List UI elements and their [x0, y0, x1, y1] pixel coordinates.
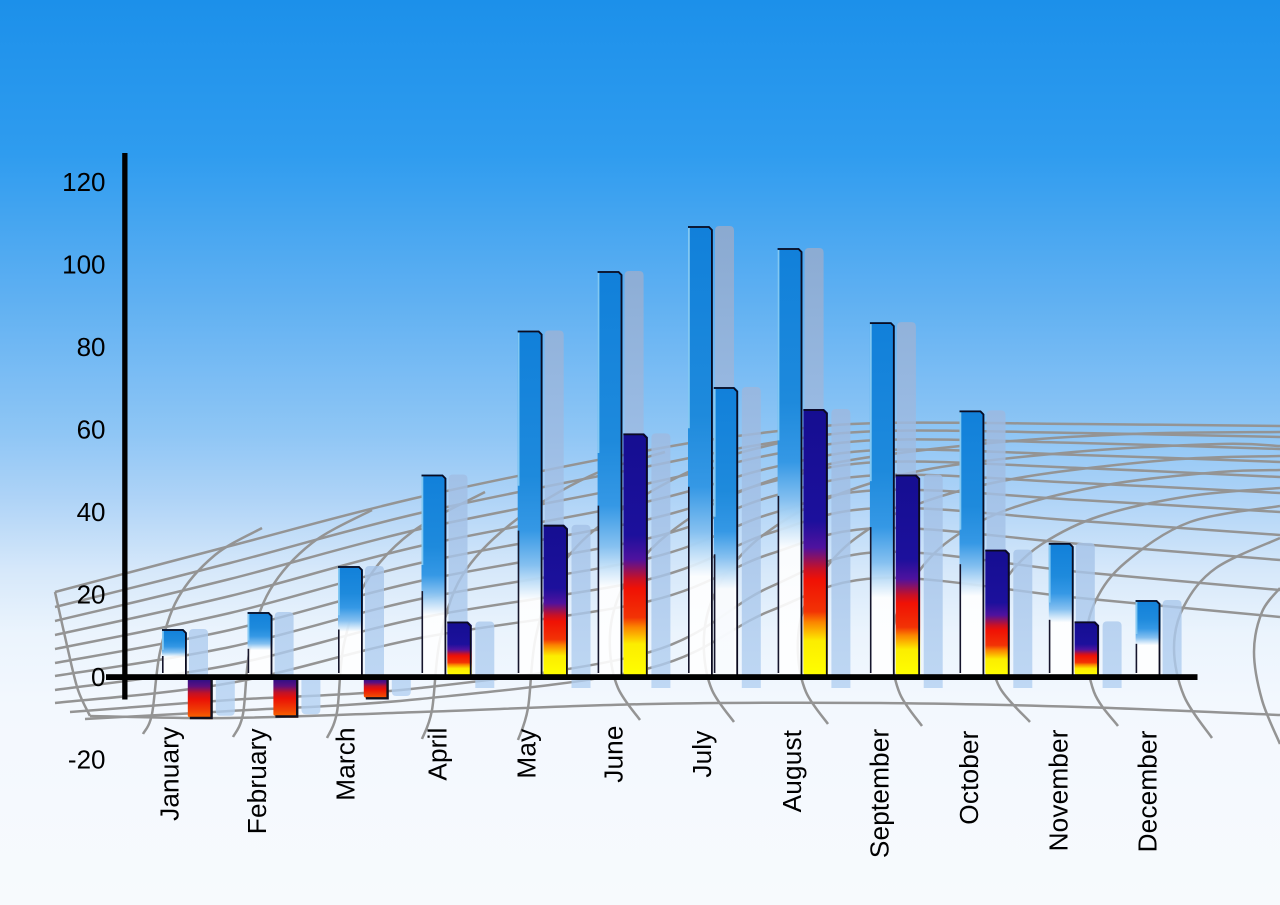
svg-text:-20: -20	[68, 744, 106, 774]
svg-text:June: June	[599, 725, 629, 782]
svg-text:20: 20	[77, 579, 106, 609]
svg-text:December: December	[1133, 730, 1163, 852]
svg-text:60: 60	[77, 414, 106, 444]
svg-text:October: October	[954, 730, 984, 824]
svg-text:120: 120	[62, 167, 105, 197]
svg-text:August: August	[777, 729, 807, 812]
svg-text:July: July	[687, 730, 717, 778]
svg-text:80: 80	[77, 332, 106, 362]
svg-text:September: September	[865, 729, 895, 859]
svg-text:100: 100	[62, 249, 105, 279]
svg-text:March: March	[330, 727, 360, 801]
svg-text:May: May	[511, 728, 541, 779]
svg-text:November: November	[1043, 729, 1073, 851]
svg-text:April: April	[423, 728, 453, 781]
svg-text:40: 40	[77, 497, 106, 527]
svg-text:February: February	[242, 727, 272, 834]
svg-text:0: 0	[91, 662, 105, 692]
svg-text:January: January	[155, 726, 185, 821]
